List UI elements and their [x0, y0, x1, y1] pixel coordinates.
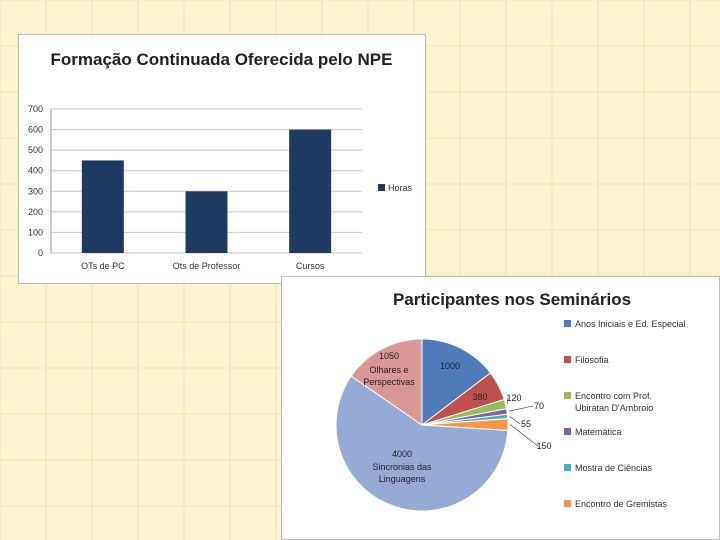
legend-label: Matemática	[575, 427, 622, 437]
legend-label: Anos Iniciais e Ed. Especial	[575, 319, 686, 329]
slice-name-label: Linguagens	[379, 474, 426, 484]
slice-name-label: Sincronias das	[372, 462, 432, 472]
pie-slice	[421, 338, 492, 427]
legend-label: Filosofia	[575, 355, 609, 365]
data-label: 55	[521, 419, 531, 429]
slice-name-label: Olhares e	[369, 365, 408, 375]
bar-chart-title: Formação Continuada Oferecida pelo NPE	[50, 50, 393, 69]
pie-chart-panel: Participantes nos Seminários 1000 380 1050…	[281, 276, 720, 540]
leader-line	[507, 397, 509, 404]
pie-slice	[335, 375, 509, 512]
data-label: 70	[534, 401, 544, 411]
legend-label: Encontro de Gremistas	[575, 499, 668, 509]
x-tick-label: Ots de Professor	[173, 261, 241, 271]
pie-chart: 1000 380 1050 Olhares e Perspectivas 4000 Sinc…	[335, 319, 686, 512]
pie-chart-title: Participantes nos Seminários	[392, 290, 632, 309]
data-label: 1050	[379, 351, 399, 361]
legend-label: Encontro com Prof.	[575, 391, 652, 401]
bar-chart: 0 100 200 300 400 500 600 700 OTs de PC Ots de Pr…	[28, 104, 413, 271]
leader-line	[509, 424, 539, 447]
bar	[81, 160, 124, 253]
y-tick-label: 700	[28, 104, 43, 114]
x-tick-label: Cursos	[296, 261, 325, 271]
leader-line	[509, 415, 521, 425]
legend-swatch	[378, 184, 385, 191]
y-tick-label: 400	[28, 166, 43, 176]
leader-line	[508, 405, 534, 412]
slice-name-label: Perspectivas	[363, 377, 415, 387]
legend-swatch	[564, 428, 571, 435]
data-label: 150	[536, 441, 551, 451]
y-tick-label: 300	[28, 186, 43, 196]
legend-swatch	[564, 320, 571, 327]
data-label: 120	[506, 393, 521, 403]
pie-slice	[350, 338, 423, 426]
data-label: 380	[472, 392, 487, 402]
y-tick-label: 200	[28, 207, 43, 217]
y-tick-label: 0	[38, 248, 43, 258]
bar-chart-panel: Formação Continuada Oferecida pelo NPE 0…	[18, 34, 426, 284]
legend-swatch	[564, 392, 571, 399]
bar	[185, 191, 228, 253]
x-tick-label: OTs de PC	[81, 261, 125, 271]
legend-label: Ubiratan D'Ambroio	[575, 403, 653, 413]
legend-swatch	[564, 356, 571, 363]
y-tick-label: 500	[28, 145, 43, 155]
y-tick-label: 600	[28, 125, 43, 135]
legend-label: Horas	[388, 183, 413, 193]
legend-swatch	[564, 500, 571, 507]
y-tick-label: 100	[28, 227, 43, 237]
legend-swatch	[564, 464, 571, 471]
data-label: 4000	[392, 449, 412, 459]
bar	[289, 129, 332, 253]
legend-label: Mostra de Ciências	[575, 463, 653, 473]
data-label: 1000	[440, 361, 460, 371]
